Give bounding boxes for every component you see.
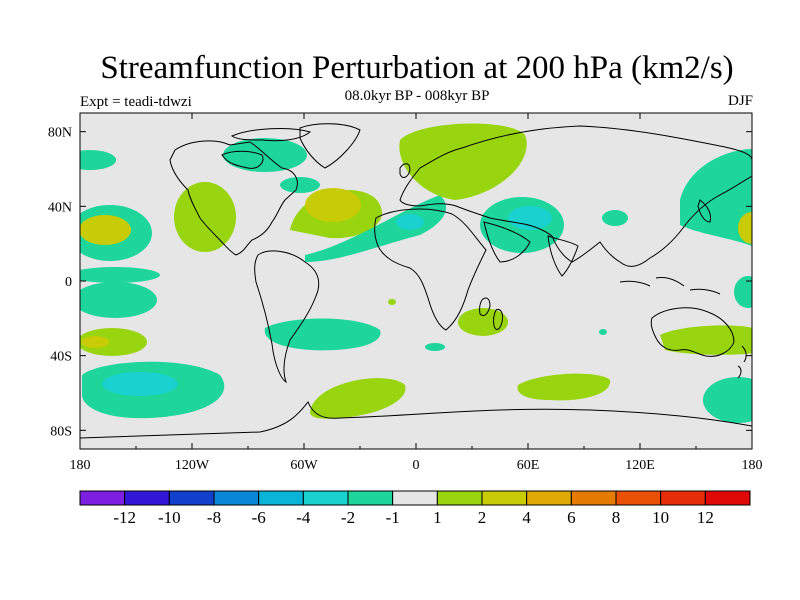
colorbar-label: 12	[697, 508, 714, 527]
colorbar: -12 -10 -8 -6 -4 -2 -1 1 2 4 6 8 10 12	[79, 490, 751, 527]
colorbar-swatch	[526, 490, 572, 506]
coastline	[399, 163, 411, 178]
coastline	[374, 208, 487, 331]
coastline	[483, 221, 531, 263]
x-tick-label: 180	[742, 458, 763, 473]
colorbar-label: -6	[252, 508, 266, 527]
colorbar-label: 8	[612, 508, 621, 527]
y-axis: 80N 40N 0 40S 80S	[48, 126, 752, 439]
colorbar-swatch	[168, 490, 215, 506]
y-tick-label: 80S	[50, 424, 72, 439]
coastline	[169, 140, 298, 256]
colorbar-swatch	[704, 490, 751, 506]
colorbar-swatch	[258, 490, 304, 506]
anomaly-contour	[425, 343, 445, 351]
colorbar-swatch	[347, 490, 394, 506]
colorbar-swatch	[302, 490, 349, 506]
colorbar-swatch	[570, 490, 617, 506]
coastline	[80, 401, 752, 439]
x-tick-label: 60E	[517, 458, 540, 473]
colorbar-label: -10	[158, 508, 181, 527]
anomaly-contour	[310, 378, 406, 419]
y-tick-label: 0	[65, 275, 72, 290]
colorbar-label: -4	[296, 508, 311, 527]
colorbar-label: -2	[341, 508, 355, 527]
chart-title: Streamfunction Perturbation at 200 hPa (…	[100, 50, 734, 86]
colorbar-swatch	[124, 490, 170, 506]
anomaly-contour	[305, 188, 361, 222]
anomaly-contour	[80, 328, 147, 356]
coastline	[479, 297, 491, 317]
coastline	[650, 307, 735, 357]
anomaly-contour	[264, 318, 381, 351]
coastline	[399, 125, 752, 267]
anomaly-contour	[599, 329, 607, 335]
colorbar-label: 4	[522, 508, 531, 527]
coastline	[230, 128, 312, 142]
colorbar-swatch	[660, 490, 706, 506]
anomaly-contour	[280, 177, 320, 193]
x-tick-label: 120E	[625, 458, 655, 473]
colorbar-swatch	[615, 490, 662, 506]
colorbar-swatch	[436, 490, 483, 506]
colorbar-label: -8	[207, 508, 221, 527]
anomaly-contour	[174, 182, 236, 252]
colorbar-label: 1	[433, 508, 442, 527]
coastline	[493, 309, 503, 330]
anomaly-contour	[80, 267, 160, 283]
anomaly-contour	[396, 214, 424, 230]
colorbar-label: 2	[478, 508, 487, 527]
coastline	[737, 345, 747, 379]
colorbar-label: 10	[652, 508, 669, 527]
coastline	[547, 235, 579, 277]
x-tick-label: 120W	[175, 458, 210, 473]
anomaly-contour	[399, 123, 527, 200]
anomaly-contour	[508, 206, 552, 230]
experiment-label: Expt = teadi-tdwzi	[80, 94, 192, 110]
colorbar-label: -1	[386, 508, 400, 527]
coastline	[221, 150, 264, 169]
anomaly-contour	[80, 215, 131, 245]
x-tick-label: 60W	[290, 458, 318, 473]
y-tick-label: 80N	[48, 126, 72, 141]
anomaly-contour	[602, 210, 628, 226]
anomaly-fields	[80, 123, 752, 423]
anomaly-contour	[81, 336, 109, 348]
anomaly-contour	[517, 373, 611, 401]
anomaly-contour	[458, 308, 508, 336]
anomaly-contour	[660, 325, 752, 355]
coastline	[619, 277, 721, 295]
anomaly-contour	[703, 377, 752, 423]
y-tick-label: 40N	[48, 200, 72, 215]
colorbar-swatch	[481, 490, 528, 506]
colorbar-label: 6	[567, 508, 576, 527]
x-tick-label: 0	[413, 458, 420, 473]
colorbar-swatch	[392, 490, 438, 506]
y-tick-label: 40S	[50, 350, 72, 365]
coastlines	[80, 123, 752, 439]
anomaly-contour	[102, 372, 178, 396]
colorbar-swatch	[79, 490, 126, 506]
anomaly-contour	[738, 212, 752, 244]
anomaly-contour	[80, 150, 116, 170]
anomaly-contour	[388, 299, 396, 305]
x-axis: 180 120W 60W 0 60E 120E 180	[70, 113, 763, 473]
coastline	[254, 250, 320, 384]
anomaly-contour	[734, 276, 752, 308]
coastline	[299, 123, 361, 169]
season-label: DJF	[727, 93, 753, 109]
anomaly-contour	[223, 138, 307, 172]
colorbar-swatch	[213, 490, 260, 506]
x-tick-label: 180	[70, 458, 91, 473]
colorbar-label: -12	[113, 508, 136, 527]
chart-subtitle: 08.0kyr BP - 008kyr BP	[344, 88, 490, 104]
anomaly-contour	[305, 195, 447, 262]
anomaly-contour	[80, 282, 157, 318]
coastline	[697, 199, 711, 223]
